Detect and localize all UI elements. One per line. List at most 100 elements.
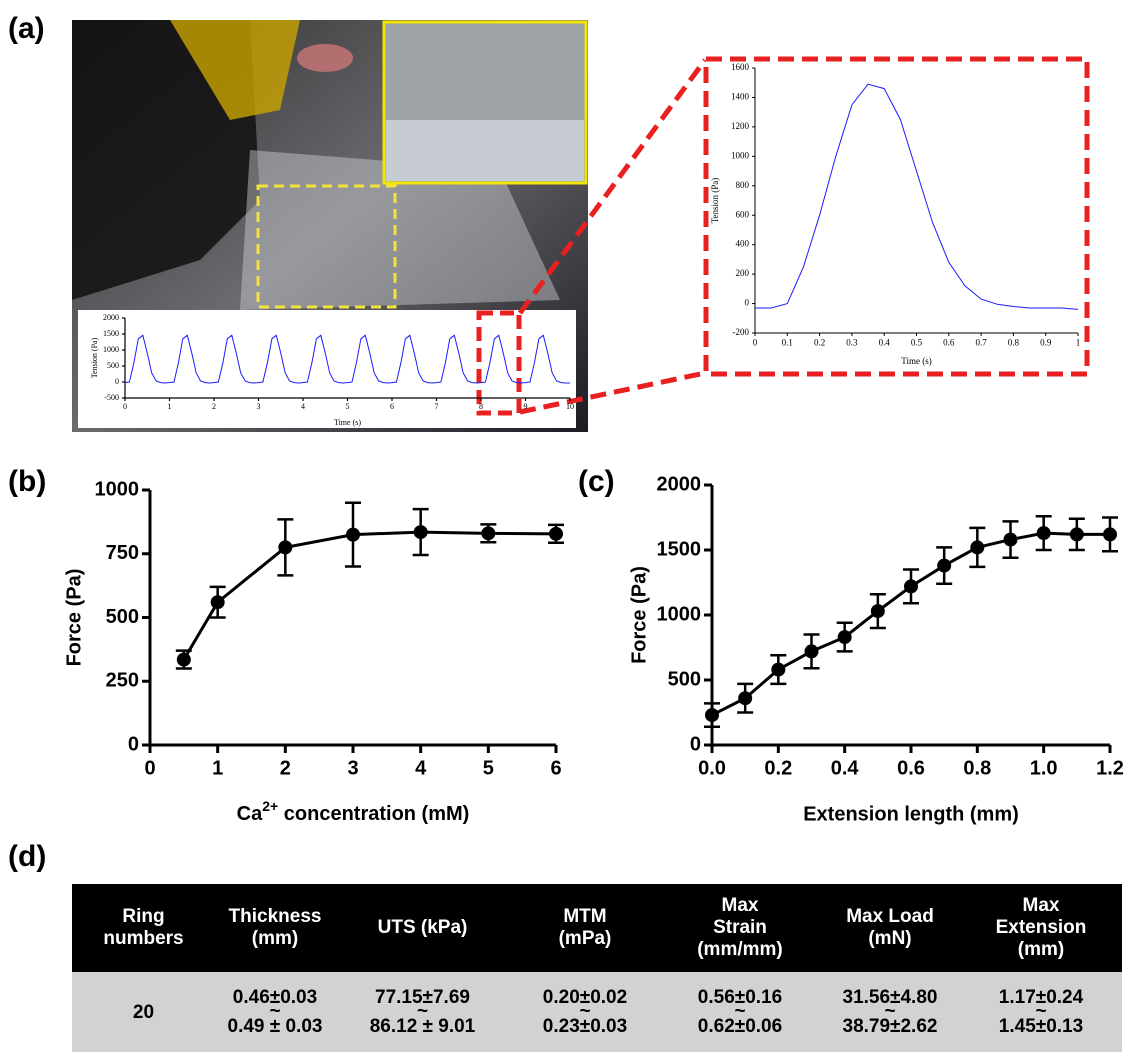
y-tick-label: 250 <box>106 670 139 692</box>
table-cell: 31.56±4.80 ~38.79±2.62 <box>820 972 960 1052</box>
y-tick-label: 600 <box>736 209 750 219</box>
data-point <box>937 558 952 573</box>
range-low: 77.15±7.69 <box>375 987 470 1008</box>
x-tick-label: 0.4 <box>879 337 891 347</box>
photo-yellow-part <box>170 20 300 120</box>
connector <box>517 58 708 315</box>
header-line: (mN) <box>868 928 912 949</box>
range-low: 0.20±0.02 <box>542 987 628 1008</box>
column-header: UTS (kPa) <box>335 884 510 972</box>
photo-knob <box>297 44 353 72</box>
y-axis-label: Force (Pa) <box>628 566 650 664</box>
table-cell: 0.46±0.03 ~0.49 ± 0.03 <box>215 972 335 1052</box>
y-tick-label: 750 <box>106 542 139 564</box>
y-tick-label: 200 <box>736 268 750 278</box>
x-axis-label: Time (s) <box>334 418 361 427</box>
x-tick-label: 0.1 <box>782 337 793 347</box>
table-cell: 0.56±0.16 ~0.62±0.06 <box>660 972 820 1052</box>
data-point <box>278 540 293 555</box>
inset-photo-gel <box>386 120 584 181</box>
header-line: Thickness <box>228 906 322 927</box>
range-low: 31.56±4.80 <box>842 987 938 1008</box>
range-separator: ~ <box>579 1001 591 1022</box>
y-tick-label: 500 <box>668 668 701 690</box>
y-tick-label: 1500 <box>657 538 702 560</box>
y-tick-label: 500 <box>107 361 119 370</box>
x-tick-label: 10 <box>566 402 574 411</box>
x-tick-label: 0.3 <box>846 337 858 347</box>
range-low: 1.17±0.24 <box>998 987 1084 1008</box>
header-line: Extension <box>995 917 1087 938</box>
y-tick-label: 1200 <box>731 121 750 131</box>
range-high: 38.79±2.62 <box>842 1016 938 1037</box>
header-line: Ring <box>122 906 165 927</box>
range-high: 0.23±0.03 <box>542 1016 628 1037</box>
x-tick-label: 5 <box>483 757 494 779</box>
x-tick-label: 7 <box>435 402 439 411</box>
range-high: 1.45±0.13 <box>998 1016 1084 1037</box>
data-point <box>346 527 360 542</box>
data-point <box>904 579 918 594</box>
range-separator: ~ <box>269 1001 281 1022</box>
y-tick-label: 400 <box>736 239 750 249</box>
x-tick-label: 1.2 <box>1096 757 1124 779</box>
data-point <box>804 644 819 659</box>
header-line: MTM <box>563 906 607 927</box>
x-tick-label: 0.4 <box>831 757 860 779</box>
y-axis-label: Force (Pa) <box>63 569 85 667</box>
column-header: Max Load (mN) <box>820 884 960 972</box>
x-tick-label: 6 <box>550 757 561 779</box>
header-line: Strain <box>713 917 767 938</box>
data-point <box>176 652 191 667</box>
y-tick-label: 2000 <box>657 473 702 495</box>
header-line: (mm) <box>251 928 299 949</box>
x-tick-label: 0.2 <box>814 337 825 347</box>
highlight-box <box>476 310 522 416</box>
panel-label: (c) <box>578 465 615 498</box>
y-tick-label: 0 <box>128 733 139 755</box>
data-point <box>1069 527 1084 542</box>
x-tick-label: 3 <box>257 402 261 411</box>
range-low: 0.46±0.03 <box>232 987 318 1008</box>
column-header: Thickness (mm) <box>215 884 335 972</box>
data-point <box>837 630 852 645</box>
column-header: MTM (mPa) <box>510 884 660 972</box>
column-header: Max Strain (mm/mm) <box>660 884 820 972</box>
range-high: 0.49 ± 0.03 <box>227 1016 323 1037</box>
x-axis-label-part: Ca <box>237 803 263 825</box>
table-cell: 77.15±7.69 ~86.12 ± 9.01 <box>335 972 510 1052</box>
panel-label: (b) <box>8 465 46 498</box>
range-low: 0.56±0.16 <box>697 987 783 1008</box>
range-separator: ~ <box>416 1001 429 1022</box>
data-point <box>738 691 753 706</box>
range-separator: ~ <box>884 1001 896 1022</box>
x-tick-label: 0.6 <box>897 757 925 779</box>
y-tick-label: 2000 <box>103 313 119 322</box>
x-axis-label-part: concentration (mM) <box>278 803 469 825</box>
x-axis-label: Time (s) <box>901 356 931 366</box>
data-point <box>970 540 985 555</box>
x-tick-label: 9 <box>524 402 528 411</box>
header-line: Max <box>1022 895 1060 916</box>
header-line: numbers <box>103 928 184 949</box>
table-row: 20 0.46±0.03 ~0.49 ± 0.03 77.15±7.69 ~86.12 … <box>72 972 1122 1052</box>
x-tick-label: 0 <box>753 337 758 347</box>
x-tick-label: 0 <box>123 402 127 411</box>
x-tick-label: 1.0 <box>1030 757 1058 779</box>
x-tick-label: 6 <box>390 402 394 411</box>
range-high: 0.62±0.06 <box>697 1016 783 1037</box>
header-line: (mm) <box>1017 939 1065 960</box>
x-axis-label: Ca2+ concentration (mM) <box>237 798 470 826</box>
table-cell: 1.17±0.24 ~1.45±0.13 <box>960 972 1122 1052</box>
data-point <box>705 708 719 723</box>
y-tick-label: 0 <box>690 733 701 755</box>
panel-label: (a) <box>8 12 45 45</box>
y-tick-label: -500 <box>104 393 119 402</box>
x-tick-label: 1 <box>168 402 172 411</box>
data-point <box>1003 532 1018 547</box>
x-tick-label: 0.8 <box>1008 337 1020 347</box>
header-line: (mm/mm) <box>697 939 783 960</box>
x-tick-label: 0.2 <box>764 757 792 779</box>
x-tick-label: 3 <box>347 757 358 779</box>
